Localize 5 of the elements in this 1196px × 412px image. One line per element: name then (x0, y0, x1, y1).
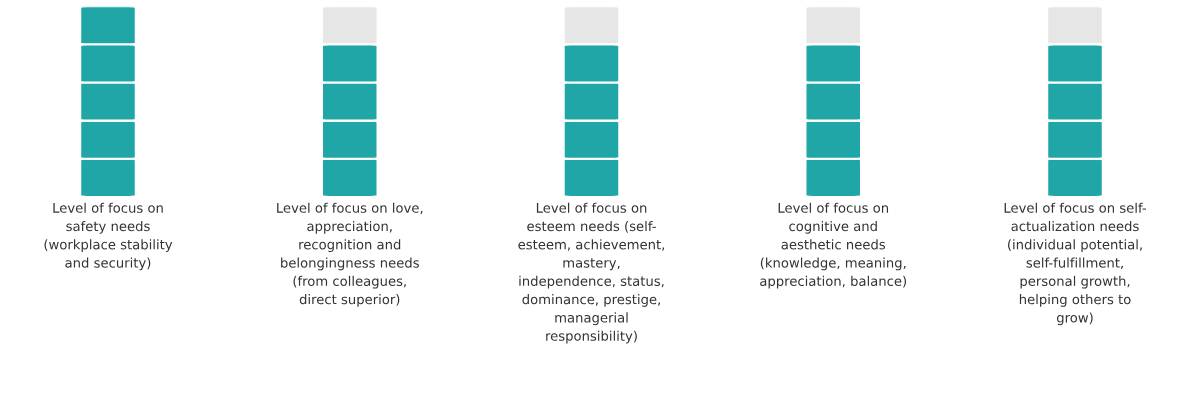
x-tick-label: Level of focus on cognitive and aesthetic needs (knowledge, meaning, appreciation, balance) (760, 202, 907, 289)
x-tick-label: Level of focus on love, appreciation, recognition and belongingness needs (from colleagues, direct superior) (277, 202, 423, 307)
x-tick-label: Level of focus on esteem needs (self- esteem, achievement, mastery, independence, status, dominance, prestige, managerial responsibility) (518, 202, 665, 344)
x-tick-label: Level of focus on safety needs (workplace stability and security) (44, 202, 173, 271)
x-tick-label: Level of focus on self- actualization needs (individual potential, self-fulfillment, personal growth, helping others to grow) (1004, 202, 1147, 326)
